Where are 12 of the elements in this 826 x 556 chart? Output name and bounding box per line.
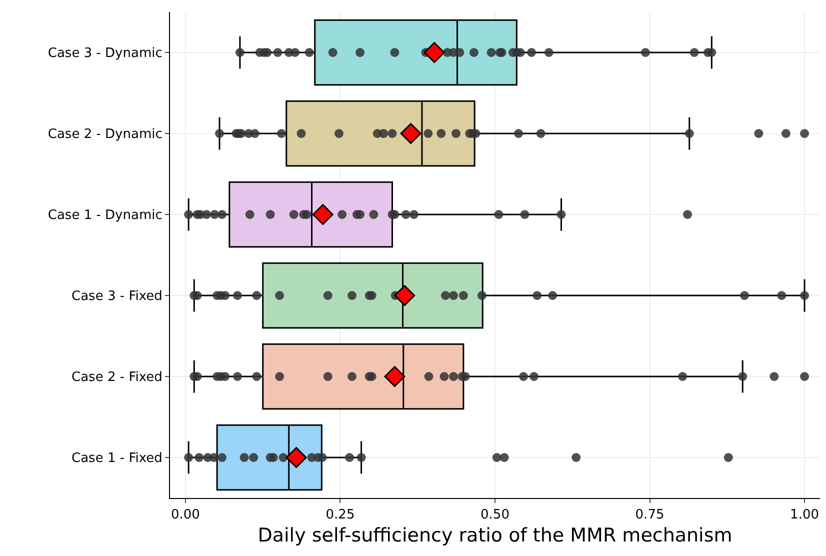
y-tick-label: Case 3 - Fixed <box>72 289 162 304</box>
y-tick-label: Case 1 - Fixed <box>72 451 162 466</box>
x-tick-label: 0.00 <box>171 508 200 523</box>
x-tick-label: 0.75 <box>635 508 664 523</box>
x-tick-label: 0.25 <box>326 508 355 523</box>
y-tick-label: Case 2 - Fixed <box>72 370 162 386</box>
y-tick-label: Case 3 - Dynamic <box>48 46 162 62</box>
x-tick-label: 0.50 <box>480 508 510 523</box>
y-tick-label: Case 2 - Dynamic <box>48 127 162 142</box>
y-tick-label: Case 1 - Dynamic <box>48 208 162 224</box>
x-tick-label: 1.00 <box>790 508 819 523</box>
x-axis-title: Daily self-sufficiency ratio of the MMR mechanism <box>258 524 732 546</box>
